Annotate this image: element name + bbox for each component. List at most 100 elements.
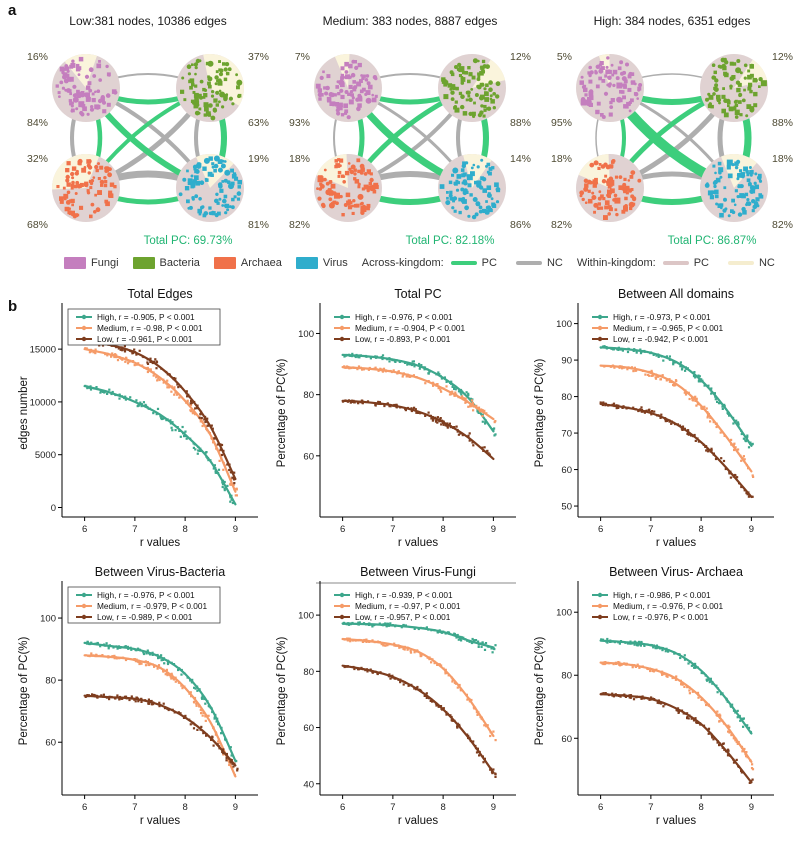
svg-text:Percentage of PC(%): Percentage of PC(%): [18, 637, 30, 746]
svg-text:r values: r values: [140, 537, 181, 549]
svg-text:100: 100: [298, 611, 314, 622]
figure-legend: Fungi Bacteria Archaea Virus Across-king…: [64, 257, 800, 269]
panel-b-label: b: [8, 298, 18, 315]
svg-text:50: 50: [561, 502, 572, 513]
svg-text:Percentage of PC(%): Percentage of PC(%): [276, 359, 288, 468]
svg-text:High, r = -0.976, P < 0.001: High, r = -0.976, P < 0.001: [97, 590, 195, 600]
svg-text:Medium, r = -0.979, P < 0.001: Medium, r = -0.979, P < 0.001: [97, 601, 207, 611]
svg-text:100: 100: [40, 614, 56, 625]
virus-legend-label: Virus: [322, 257, 348, 269]
networks-row: Low:381 nodes, 10386 edges 16% 84% 37% 63% 3…: [22, 14, 800, 247]
svg-text:Percentage of PC(%): Percentage of PC(%): [534, 637, 546, 746]
svg-text:Low, r = -0.989, P < 0.001: Low, r = -0.989, P < 0.001: [97, 612, 193, 622]
svg-text:Low, r = -0.893, P < 0.001: Low, r = -0.893, P < 0.001: [355, 334, 451, 344]
svg-text:95%: 95%: [551, 117, 572, 129]
panel-a-label: a: [8, 2, 17, 19]
svg-text:5000: 5000: [35, 450, 56, 461]
svg-text:60: 60: [561, 734, 572, 745]
svg-text:edges number: edges number: [18, 376, 30, 450]
svg-text:88%: 88%: [510, 117, 531, 129]
svg-text:Between Virus-Bacteria: Between Virus-Bacteria: [95, 565, 225, 579]
fungi-legend-label: Fungi: [91, 257, 119, 269]
svg-text:81%: 81%: [248, 219, 269, 231]
svg-text:6: 6: [82, 524, 87, 535]
svg-text:7%: 7%: [295, 51, 310, 63]
svg-text:9: 9: [491, 802, 496, 813]
svg-text:r values: r values: [656, 815, 697, 827]
svg-text:Between All domains: Between All domains: [618, 287, 734, 301]
svg-text:32%: 32%: [27, 153, 48, 165]
across-pc-label: PC: [481, 257, 497, 269]
svg-text:r values: r values: [140, 815, 181, 827]
svg-text:100: 100: [556, 608, 572, 619]
svg-text:7: 7: [132, 524, 137, 535]
svg-text:80: 80: [303, 390, 314, 401]
svg-text:12%: 12%: [510, 51, 531, 63]
svg-text:r values: r values: [398, 815, 439, 827]
svg-text:0: 0: [51, 503, 56, 514]
within-nc-label: NC: [758, 257, 775, 269]
network-medium-diagram: 7% 93% 12% 88% 18% 82% 14% 86%: [289, 51, 531, 231]
svg-text:r values: r values: [398, 537, 439, 549]
svg-text:Between Virus-Fungi: Between Virus-Fungi: [360, 565, 476, 579]
svg-text:Medium, r = -0.965, P < 0.001: Medium, r = -0.965, P < 0.001: [613, 323, 723, 333]
svg-text:60: 60: [303, 723, 314, 734]
svg-text:Low, r = -0.961, P < 0.001: Low, r = -0.961, P < 0.001: [97, 334, 193, 344]
plot-between-virus-bacteria: Between Virus-Bacteria 60 80 100 6 7 8 9 r value…: [18, 565, 258, 827]
svg-text:6: 6: [598, 524, 603, 535]
svg-text:High, r = -0.939, P < 0.001: High, r = -0.939, P < 0.001: [355, 590, 453, 600]
svg-text:9: 9: [491, 524, 496, 535]
svg-text:Low, r = -0.957, P < 0.001: Low, r = -0.957, P < 0.001: [355, 612, 451, 622]
svg-text:8: 8: [440, 524, 445, 535]
svg-text:88%: 88%: [772, 117, 793, 129]
svg-text:14%: 14%: [510, 153, 531, 165]
virus-swatch: [295, 257, 318, 269]
within-nc-line-sample: [727, 261, 754, 265]
svg-text:9: 9: [749, 524, 754, 535]
svg-text:12%: 12%: [772, 51, 793, 63]
network-medium-title: Medium: 383 nodes, 8887 edges: [322, 14, 498, 28]
svg-text:High, r = -0.973, P < 0.001: High, r = -0.973, P < 0.001: [613, 312, 711, 322]
svg-text:18%: 18%: [551, 153, 572, 165]
network-low: Low:381 nodes, 10386 edges 16% 84% 37% 63% 3…: [22, 14, 274, 247]
svg-text:7: 7: [132, 802, 137, 813]
network-high-total-pc: Total PC: 86.87%: [667, 235, 757, 247]
svg-text:19%: 19%: [248, 153, 269, 165]
svg-text:8: 8: [182, 524, 187, 535]
svg-text:40: 40: [303, 779, 314, 790]
archaea-legend-label: Archaea: [240, 257, 282, 269]
svg-text:Low, r = -0.942, P < 0.001: Low, r = -0.942, P < 0.001: [613, 334, 709, 344]
svg-text:8: 8: [182, 802, 187, 813]
svg-text:9: 9: [233, 524, 238, 535]
svg-text:High, r = -0.986, P < 0.001: High, r = -0.986, P < 0.001: [613, 590, 711, 600]
svg-text:18%: 18%: [772, 153, 793, 165]
svg-text:10000: 10000: [30, 397, 56, 408]
svg-text:High, r = -0.976, P < 0.001: High, r = -0.976, P < 0.001: [355, 312, 453, 322]
plot-between-virus-fungi: Between Virus-Fungi 40 60 80 100 6 7 8 9 r values…: [276, 565, 516, 827]
svg-text:16%: 16%: [27, 51, 48, 63]
svg-text:60: 60: [561, 465, 572, 476]
svg-text:Total Edges: Total Edges: [127, 287, 192, 301]
svg-text:70: 70: [561, 429, 572, 440]
svg-text:80: 80: [303, 667, 314, 678]
svg-text:Total PC: Total PC: [394, 287, 441, 301]
svg-text:15000: 15000: [30, 345, 56, 356]
svg-text:6: 6: [598, 802, 603, 813]
svg-text:7: 7: [648, 802, 653, 813]
svg-text:86%: 86%: [510, 219, 531, 231]
across-kingdom-label: Across-kingdom:: [361, 257, 444, 269]
svg-text:Percentage of PC(%): Percentage of PC(%): [534, 359, 546, 468]
svg-text:7: 7: [648, 524, 653, 535]
across-nc-label: NC: [546, 257, 563, 269]
fungi-swatch: [64, 257, 86, 269]
svg-text:8: 8: [698, 524, 703, 535]
svg-text:90: 90: [561, 356, 572, 367]
svg-text:9: 9: [749, 802, 754, 813]
svg-text:82%: 82%: [289, 219, 310, 231]
svg-text:18%: 18%: [289, 153, 310, 165]
across-pc-line-sample: [450, 261, 477, 265]
svg-text:80: 80: [561, 671, 572, 682]
svg-text:84%: 84%: [27, 117, 48, 129]
svg-text:82%: 82%: [772, 219, 793, 231]
